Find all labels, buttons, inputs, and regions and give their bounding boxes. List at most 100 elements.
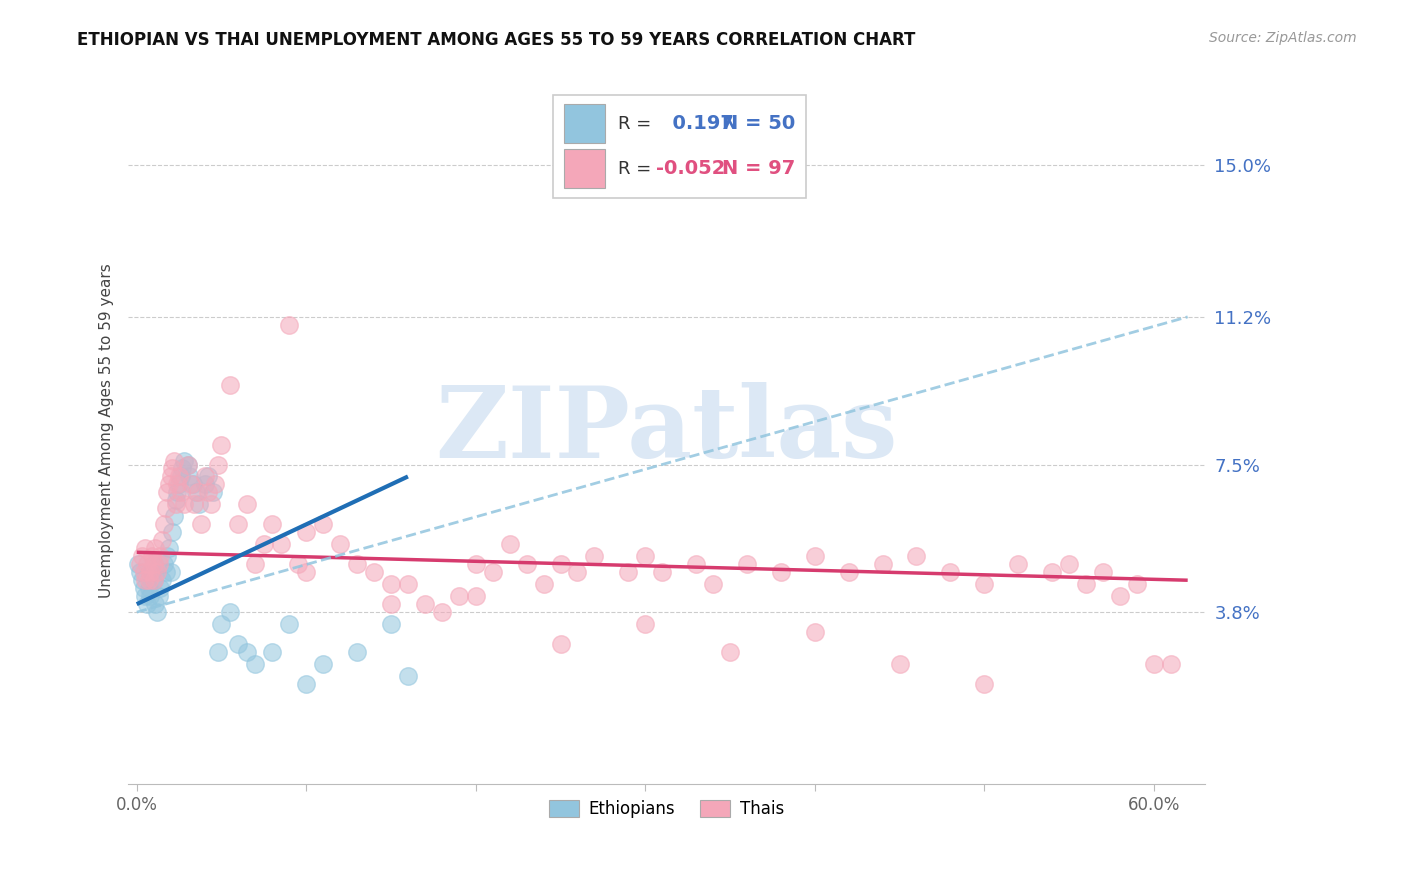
Point (142, 558, 165, 572)
Text: R =: R = (619, 115, 651, 133)
Point (207, 458, 229, 472)
Point (145, 541, 167, 556)
Point (838, 566, 860, 580)
Point (173, 453, 195, 467)
Point (135, 597, 157, 611)
Point (162, 461, 184, 475)
Point (363, 566, 385, 580)
Point (132, 566, 155, 580)
Text: -0.052: -0.052 (655, 160, 725, 178)
Point (905, 549, 928, 564)
Point (139, 566, 162, 580)
Point (201, 485, 224, 500)
Point (148, 589, 170, 603)
Point (312, 517, 335, 532)
Point (278, 617, 301, 632)
Point (718, 645, 741, 659)
Point (447, 589, 470, 603)
Point (346, 645, 368, 659)
Point (127, 558, 149, 572)
Bar (564, 104, 605, 144)
Point (149, 581, 172, 595)
Point (149, 549, 172, 564)
Point (430, 605, 453, 619)
Point (889, 657, 911, 671)
Point (163, 509, 186, 524)
Point (141, 566, 163, 580)
Point (187, 485, 209, 500)
Point (516, 558, 538, 572)
Point (253, 537, 276, 551)
Point (803, 549, 825, 564)
Point (1143, 657, 1166, 671)
Point (131, 573, 153, 587)
Point (150, 573, 173, 587)
Point (183, 497, 205, 511)
Point (245, 558, 267, 572)
Point (413, 597, 436, 611)
Point (159, 566, 181, 580)
Point (567, 566, 589, 580)
Legend: Ethiopians, Thais: Ethiopians, Thais (541, 793, 792, 825)
Point (145, 597, 167, 611)
Bar (564, 150, 605, 188)
Point (973, 677, 995, 691)
Point (1057, 558, 1080, 572)
Point (176, 458, 198, 472)
Point (163, 453, 186, 467)
Point (464, 589, 486, 603)
Point (245, 657, 267, 671)
Point (197, 469, 219, 483)
Point (634, 549, 657, 564)
Point (464, 558, 486, 572)
Point (396, 577, 419, 591)
Point (172, 461, 194, 475)
Point (228, 517, 250, 532)
Point (153, 517, 176, 532)
Point (685, 558, 707, 572)
Point (211, 437, 233, 451)
Point (1007, 558, 1029, 572)
Point (162, 525, 184, 540)
Point (550, 558, 572, 572)
Point (157, 477, 180, 491)
Point (181, 477, 204, 491)
Point (1040, 566, 1063, 580)
Point (278, 318, 301, 332)
FancyBboxPatch shape (554, 95, 807, 197)
Text: ETHIOPIAN VS THAI UNEMPLOYMENT AMONG AGES 55 TO 59 YEARS CORRELATION CHART: ETHIOPIAN VS THAI UNEMPLOYMENT AMONG AGE… (77, 31, 915, 49)
Point (702, 577, 724, 591)
Point (134, 541, 156, 556)
Point (165, 493, 187, 508)
Point (129, 566, 152, 580)
Text: Source: ZipAtlas.com: Source: ZipAtlas.com (1209, 31, 1357, 45)
Point (166, 477, 188, 491)
Point (166, 485, 188, 500)
Point (380, 597, 402, 611)
Point (153, 558, 176, 572)
Point (204, 477, 226, 491)
Point (142, 573, 165, 587)
Point (1074, 577, 1097, 591)
Point (380, 577, 402, 591)
Point (228, 637, 250, 651)
Point (134, 589, 156, 603)
Point (533, 577, 555, 591)
Text: R =: R = (619, 160, 651, 178)
Point (295, 566, 318, 580)
Point (872, 558, 894, 572)
Point (188, 497, 211, 511)
Point (150, 533, 173, 548)
Point (146, 605, 169, 619)
Text: ZIPatlas: ZIPatlas (436, 382, 897, 479)
Point (270, 537, 292, 551)
Point (190, 517, 212, 532)
Point (262, 517, 284, 532)
Text: N = 50: N = 50 (723, 114, 796, 133)
Point (1160, 657, 1182, 671)
Text: N = 97: N = 97 (723, 160, 796, 178)
Point (380, 617, 402, 632)
Point (346, 558, 368, 572)
Point (262, 645, 284, 659)
Point (236, 645, 259, 659)
